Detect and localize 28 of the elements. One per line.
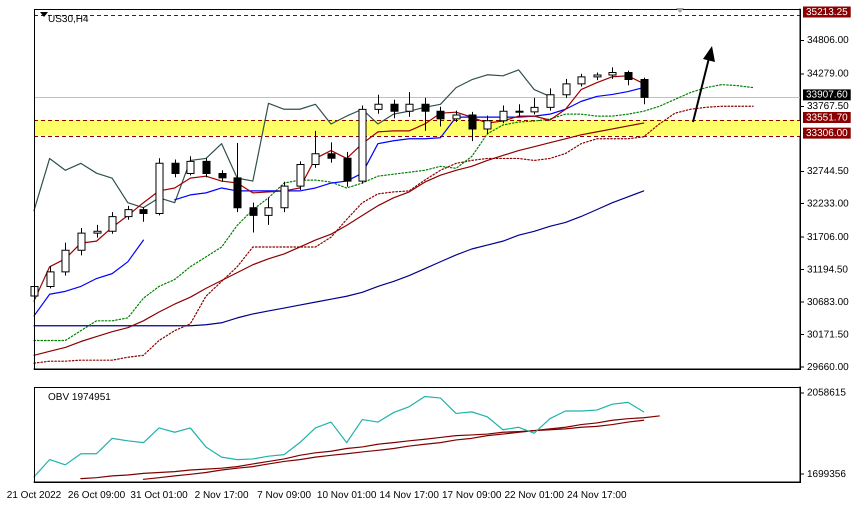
x-tick-label: 21 Oct 2022 [6, 490, 62, 501]
x-tick-label: 7 Nov 09:00 [257, 490, 312, 501]
y-tick-label: 30683.00 [807, 296, 850, 308]
x-tick-label: 31 Oct 01:00 [130, 490, 188, 501]
x-tick-label: 24 Nov 17:00 [567, 490, 627, 501]
y-tick-label: 2058615 [807, 388, 846, 399]
x-tick-label: 26 Oct 09:00 [68, 490, 126, 501]
x-tick-label: 10 Nov 01:00 [316, 490, 377, 501]
text: OBV 1974951 [48, 392, 112, 403]
y-tick-label: 34279.00 [807, 68, 850, 80]
x-tick-label: 17 Nov 09:00 [442, 490, 502, 501]
x-tick-label: 2 Nov 17:00 [194, 490, 249, 501]
x-tick-label: 14 Nov 17:00 [379, 490, 440, 501]
y-tick-label: 32233.00 [807, 198, 850, 210]
ref-line-label: 35213.25 [806, 6, 848, 18]
y-tick-label: 1699356 [807, 468, 846, 480]
y-tick-label: 31706.00 [807, 232, 850, 243]
ref-line-label: 33907.60 [806, 90, 848, 101]
y-tick-label: 30171.50 [807, 329, 850, 340]
ref-line-label: 33306.00 [806, 128, 848, 139]
y-tick-label: 31194.50 [807, 264, 848, 276]
ref-line-label: 33551.70 [806, 112, 848, 124]
y-tick-label: 29660.00 [807, 362, 850, 373]
x-tick-label: 22 Nov 01:00 [504, 490, 564, 501]
y-tick-label: 32744.50 [807, 166, 850, 178]
y-tick-label: 33767.50 [807, 101, 850, 112]
text: US30,H4 [48, 14, 90, 25]
y-tick-label: 34806.00 [807, 35, 850, 46]
